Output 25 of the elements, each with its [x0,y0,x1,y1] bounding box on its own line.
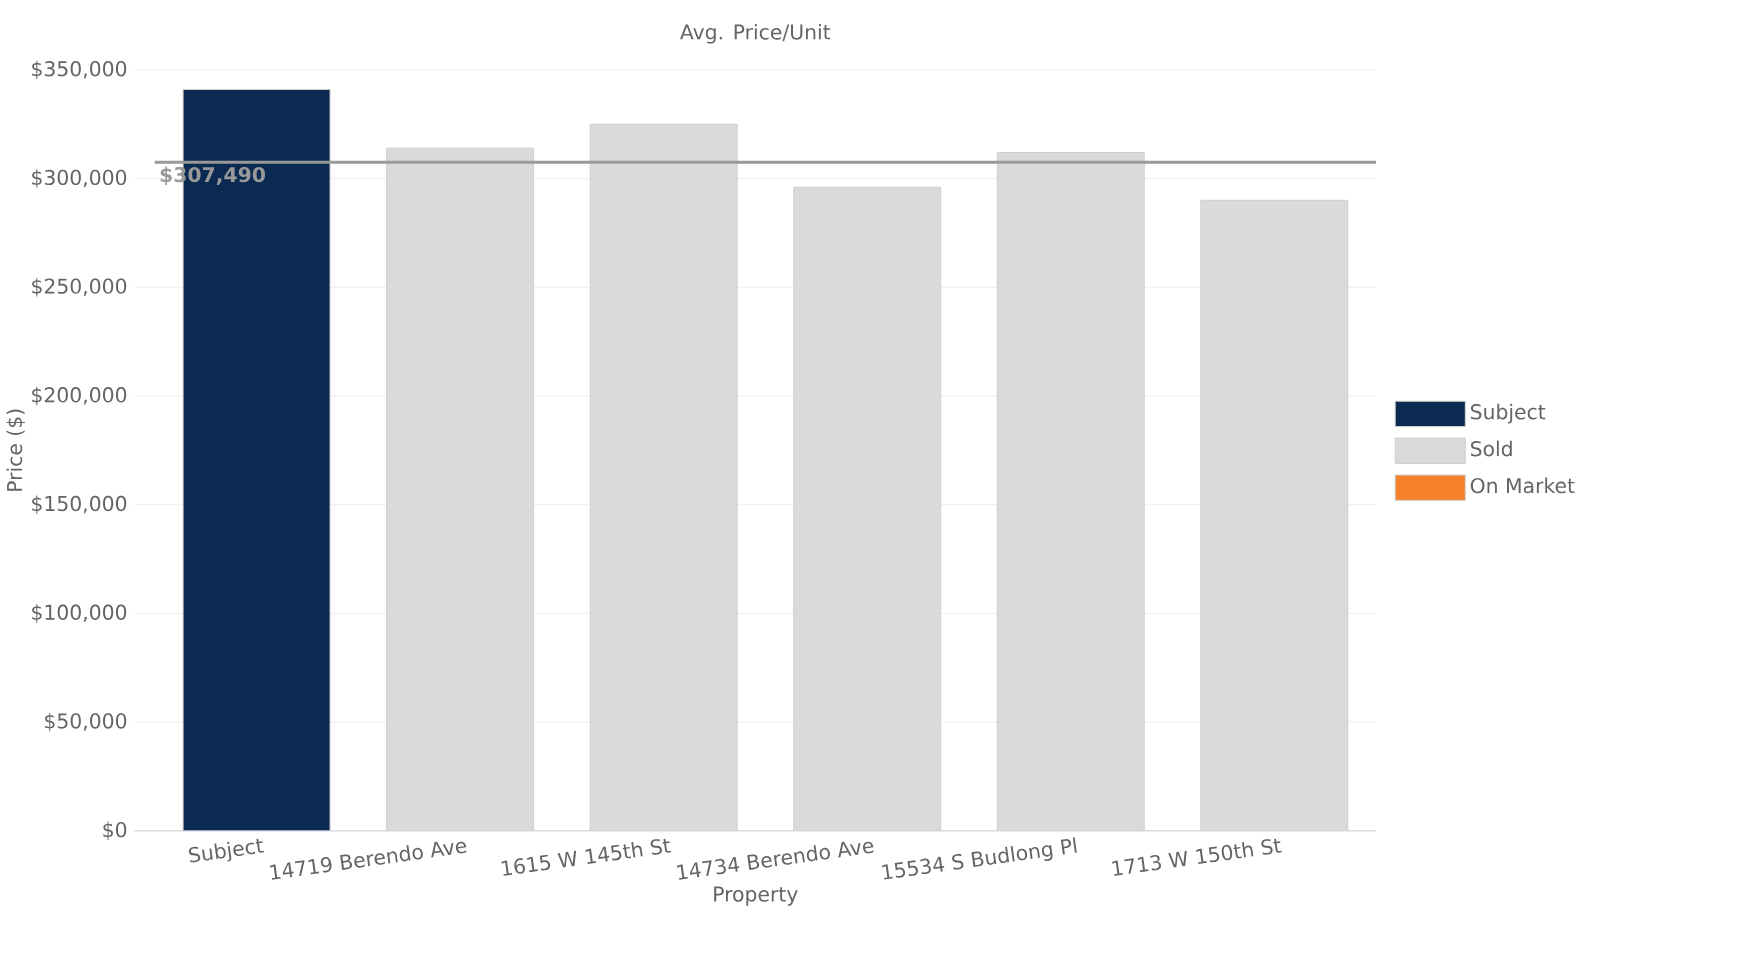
bar [996,151,1145,831]
legend-label: Subject [1470,403,1546,424]
y-tick-label: $200,000 [32,386,127,406]
y-tick-label: $50,000 [45,712,127,732]
y-tick-label: $0 [103,821,127,840]
y-tick-label: $150,000 [32,495,127,514]
bar [386,147,535,831]
y-tick-label: $350,000 [32,60,127,79]
y-tick-label: $250,000 [32,277,127,297]
y-tick-label: $300,000 [32,169,127,188]
x-tick-label: Subject [188,838,264,863]
x-axis-title: Property [714,886,798,906]
bar [1200,199,1349,831]
x-tick-label: 15534 S Budlong Pl [882,837,1077,880]
legend-label: Sold [1470,440,1512,457]
y-axis-title: Price ($) [6,409,25,491]
x-tick-label: 1713 W 150th St [1112,838,1282,876]
x-tick-label: 14734 Berendo Ave [677,841,874,880]
y-tick-label: $100,000 [32,604,127,623]
x-tick-label: 1615 W 145th St [501,838,672,876]
legend-label: On Market [1470,477,1575,494]
bar [589,123,738,831]
chart-title: Avg. Price/Unit [680,23,831,44]
bar [793,186,942,831]
x-tick-label: 14719 Berendo Ave [269,841,467,880]
